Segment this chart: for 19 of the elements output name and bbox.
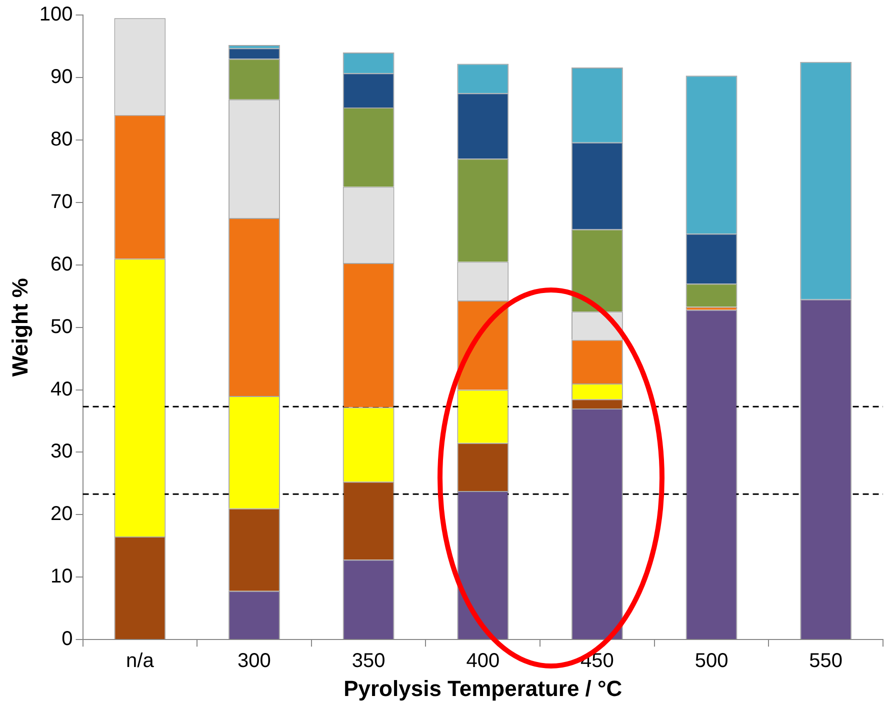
x-tick-label: 300 bbox=[238, 650, 271, 672]
x-tick-label: 500 bbox=[694, 650, 728, 672]
y-tick-label: 0 bbox=[62, 628, 73, 650]
x-tick-label: 550 bbox=[809, 650, 843, 672]
y-tick-label: 80 bbox=[50, 128, 73, 150]
y-tick-label: 60 bbox=[50, 253, 73, 276]
y-axis-title: Weight % bbox=[7, 278, 32, 377]
x-axis-title: Pyrolysis Temperature / °C bbox=[344, 676, 622, 701]
x-tick-label: n/a bbox=[126, 650, 155, 672]
y-tick-label: 100 bbox=[39, 4, 73, 26]
y-tick-label: 70 bbox=[50, 190, 73, 213]
y-tick-label: 30 bbox=[50, 440, 73, 463]
y-tick-label: 20 bbox=[50, 503, 73, 526]
y-tick-label: 90 bbox=[50, 66, 73, 88]
y-tick-label: 50 bbox=[50, 316, 73, 338]
y-tick-label: 40 bbox=[50, 378, 73, 400]
y-tick-label: 10 bbox=[50, 566, 73, 588]
x-tick-label: 400 bbox=[466, 650, 500, 672]
x-tick-label: 350 bbox=[352, 650, 386, 672]
